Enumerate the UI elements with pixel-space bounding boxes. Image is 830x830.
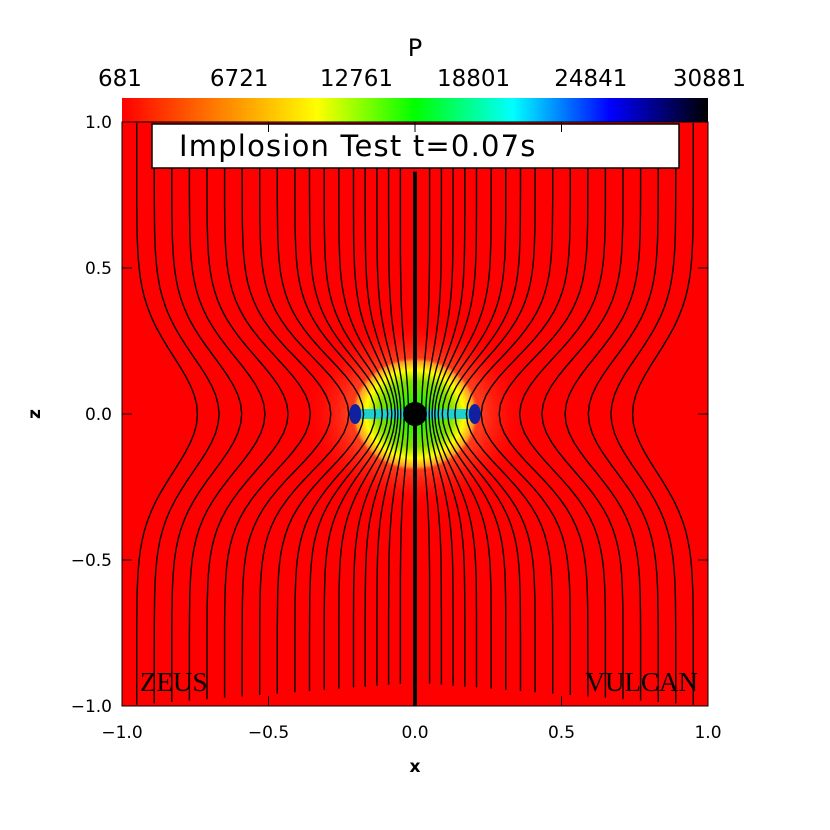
colorbar-tick-label: 18801	[437, 66, 510, 92]
field-line	[171, 126, 243, 702]
colorbar-tick-label: 12761	[320, 66, 393, 92]
field-line	[428, 142, 454, 686]
field-line	[587, 126, 659, 702]
field-line	[446, 137, 522, 691]
field-line	[441, 138, 507, 690]
y-tick-label: 0.5	[85, 259, 112, 279]
colorbar-tick-label: 6721	[210, 66, 269, 92]
annotation-right: VULCAN	[586, 667, 699, 697]
pressure-peak	[403, 402, 427, 426]
y-axis-label: z	[25, 409, 45, 419]
field-line	[518, 130, 607, 698]
x-tick-label: 0.5	[548, 723, 575, 743]
field-line	[465, 134, 554, 694]
field-line	[564, 127, 642, 701]
field-line	[206, 128, 289, 700]
field-line	[631, 123, 694, 705]
field-line	[431, 141, 466, 687]
field-line	[308, 137, 384, 691]
annotation-left: ZEUS	[140, 667, 208, 697]
field-line	[135, 123, 199, 705]
field-line	[259, 133, 350, 695]
field-line	[376, 142, 402, 686]
colorbar-label: P	[408, 34, 422, 62]
field-line	[153, 124, 220, 704]
field-line	[610, 124, 677, 704]
y-tick-label: 1.0	[85, 113, 112, 133]
colorbar-tick-labels: 681 6721 12761 18801 24841 30881	[98, 66, 746, 92]
y-axis-ticks: 1.0 0.5 0.0 −0.5 −1.0	[71, 113, 708, 717]
pressure-node-left	[349, 404, 362, 424]
field-line	[323, 138, 389, 690]
colorbar-tick-label: 30881	[673, 66, 746, 92]
field-line	[223, 130, 312, 698]
x-axis-ticks: −1.0 −0.5 0.0 0.5 1.0	[101, 122, 722, 743]
field-line	[480, 133, 571, 695]
colorbar-tick-label: 681	[98, 66, 142, 92]
field-lines	[135, 123, 694, 705]
field-line	[188, 127, 266, 701]
x-tick-label: 1.0	[694, 723, 721, 743]
field-line	[437, 139, 492, 689]
field-line	[338, 139, 393, 689]
field-line	[364, 141, 399, 687]
field-line	[276, 134, 365, 694]
field-line	[352, 140, 396, 688]
field-line	[294, 135, 376, 693]
x-axis-label: x	[410, 757, 421, 777]
y-tick-label: 0.0	[85, 405, 112, 425]
x-tick-label: −1.0	[101, 723, 142, 743]
y-tick-label: −0.5	[71, 551, 112, 571]
colorbar-tick-label: 24841	[554, 66, 627, 92]
field-line	[454, 135, 536, 693]
chart-title: Implosion Test t=0.07s	[179, 129, 537, 163]
x-tick-label: 0.0	[401, 723, 428, 743]
field-line	[434, 140, 478, 688]
colorbar	[122, 98, 708, 125]
x-tick-label: −0.5	[248, 723, 289, 743]
plot-area	[122, 122, 708, 706]
field-line	[541, 128, 624, 700]
y-tick-label: −1.0	[71, 697, 112, 717]
field-line	[498, 131, 589, 697]
pressure-node-right	[468, 404, 481, 424]
field-line	[241, 131, 332, 697]
